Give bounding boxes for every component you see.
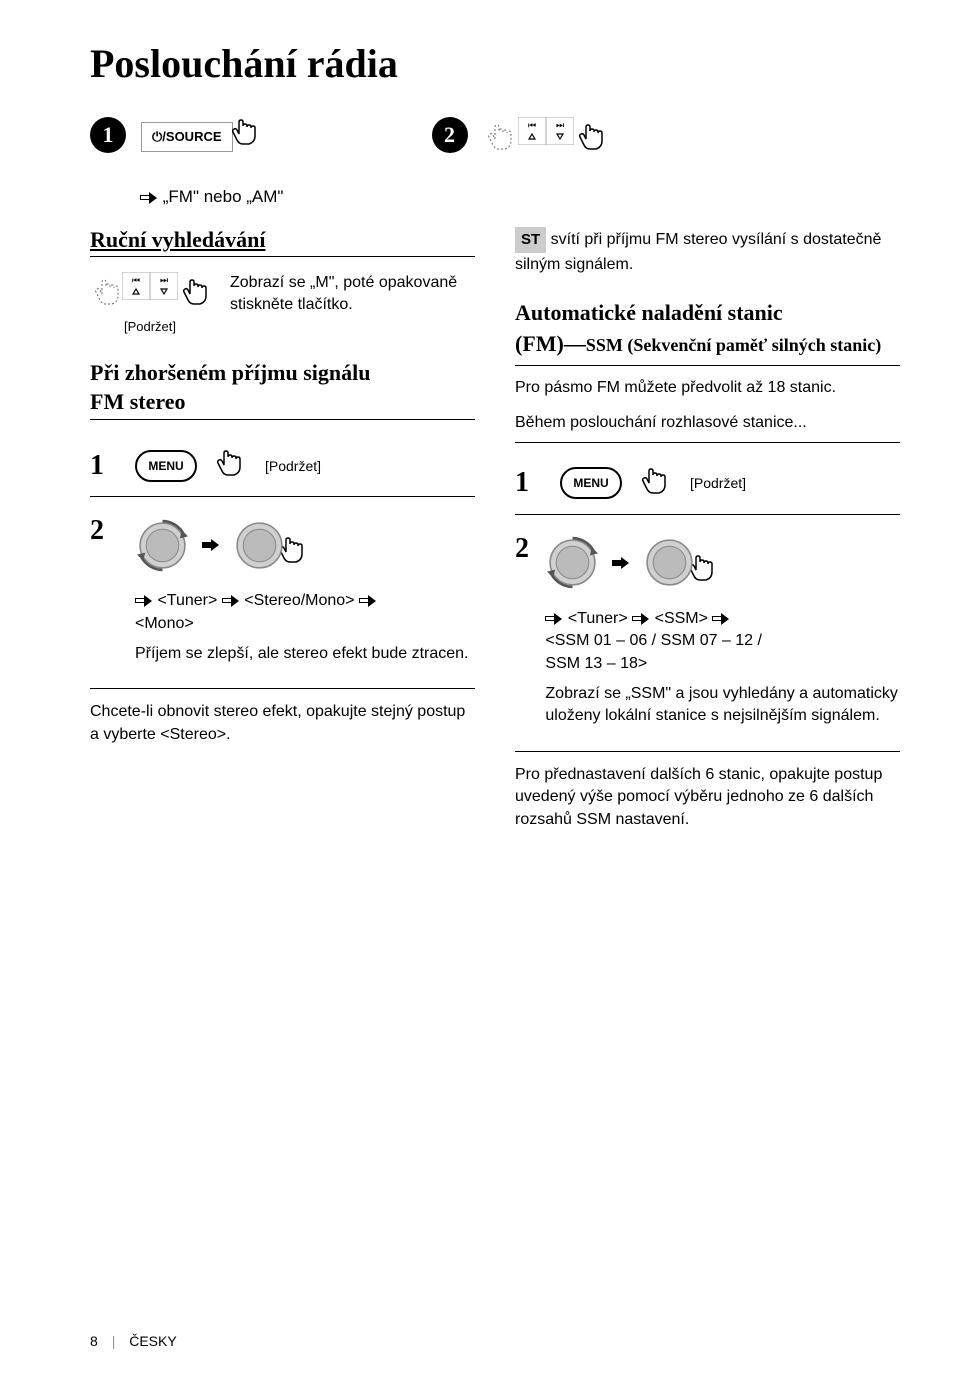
right-step-1: 1 MENU [Podržet]: [515, 453, 900, 515]
hand-icon: [178, 272, 210, 317]
arrow-icon: [632, 613, 650, 625]
step-2-num: 2: [432, 117, 468, 153]
svg-text:⏭: ⏭: [555, 120, 563, 130]
hold-label: [Podržet]: [690, 475, 746, 491]
arrow-icon: [712, 613, 730, 625]
hand-dashed-icon: [90, 272, 122, 317]
left-column: Ruční vyhledávání ⏮ ⏭ [Podržet]: [90, 227, 475, 839]
page-number: 8: [90, 1333, 98, 1349]
arrow-icon: [612, 557, 630, 569]
step-num-1: 1: [515, 467, 545, 499]
right-step-2: 2 <Tuner> <SSM> <SSM 01 – 06 / SSM 07 – …: [515, 525, 900, 752]
rotate-knob-icon[interactable]: [135, 518, 190, 573]
zobrazi-text: Zobrazí se „M", poté opakovaně stiskněte…: [230, 272, 475, 334]
fm-stereo-heading: Při zhoršeném příjmu signálu FM stereo: [90, 359, 475, 420]
svg-text:⏭: ⏭: [160, 275, 168, 285]
step-1-num: 1: [90, 117, 126, 153]
svg-text:⏮: ⏮: [527, 120, 535, 130]
left-step-1: 1 MENU [Podržet]: [90, 435, 475, 497]
svg-text:⏮: ⏮: [132, 275, 140, 285]
step-num-2: 2: [515, 533, 530, 736]
right-column: ST svítí při příjmu FM stereo vysílání s…: [515, 227, 900, 839]
arrow-icon: [359, 595, 377, 607]
hand-icon: [227, 112, 272, 157]
chcete-text: Chcete-li obnovit stereo efekt, opakujte…: [90, 701, 475, 746]
left-step-2: 2 <Tuner> <Stereo/Mono> <Mono> Příjem se…: [90, 507, 475, 689]
hand-dashed-icon: [483, 117, 518, 162]
track-buttons[interactable]: ⏮ ⏭: [518, 117, 574, 145]
hold-label: [Podržet]: [90, 319, 210, 334]
hold-label: [Podržet]: [265, 458, 321, 474]
page-footer: 8 | ČESKY: [90, 1333, 177, 1349]
press-knob-icon[interactable]: [232, 518, 287, 573]
arrow-icon: [222, 595, 240, 607]
behem-text: Během poslouchání rozhlasové stanice...: [515, 411, 900, 443]
hand-icon: [212, 443, 250, 488]
page-lang: ČESKY: [129, 1333, 176, 1349]
zobrazi-ssm-text: Zobrazí se „SSM" a jsou vyhledány a auto…: [545, 683, 900, 728]
step-1: 1 ⏻/SOURCE: [90, 117, 272, 162]
press-knob-icon[interactable]: [642, 535, 697, 590]
step-2: 2 ⏮ ⏭: [432, 117, 609, 162]
page-title: Poslouchání rádia: [90, 40, 900, 87]
tuner-path: <Tuner> <Stereo/Mono> <Mono>: [135, 590, 469, 635]
prijem-text: Příjem se zlepší, ale stereo efekt bude …: [135, 643, 469, 665]
arrow-icon: [140, 192, 158, 204]
menu-button[interactable]: MENU: [560, 467, 622, 499]
manual-search-heading: Ruční vyhledávání: [90, 227, 475, 257]
source-button[interactable]: ⏻/SOURCE: [141, 122, 233, 152]
pro-pred-text: Pro přednastavení dalších 6 stanic, opak…: [515, 764, 900, 831]
hand-icon: [574, 117, 609, 162]
fm-am-label: „FM" nebo „AM": [140, 187, 900, 207]
step-num-1: 1: [90, 450, 120, 482]
top-steps-row: 1 ⏻/SOURCE 2 ⏮ ⏭: [90, 117, 900, 162]
step-num-2: 2: [90, 515, 120, 673]
footer-divider: |: [112, 1333, 116, 1349]
arrow-icon: [135, 595, 153, 607]
track-buttons[interactable]: ⏮ ⏭: [122, 272, 178, 300]
ssm-path: <Tuner> <SSM> <SSM 01 – 06 / SSM 07 – 12…: [545, 608, 900, 675]
hand-icon: [637, 461, 675, 506]
st-badge: ST: [515, 227, 546, 253]
arrow-icon: [545, 613, 563, 625]
auto-tune-heading: Automatické naladění stanic (FM)—SSM (Se…: [515, 298, 900, 366]
arrow-icon: [202, 539, 220, 551]
st-desc: ST svítí při příjmu FM stereo vysílání s…: [515, 227, 900, 276]
menu-button[interactable]: MENU: [135, 450, 197, 482]
pro-text: Pro pásmo FM můžete předvolit až 18 stan…: [515, 376, 900, 399]
rotate-knob-icon[interactable]: [545, 535, 600, 590]
